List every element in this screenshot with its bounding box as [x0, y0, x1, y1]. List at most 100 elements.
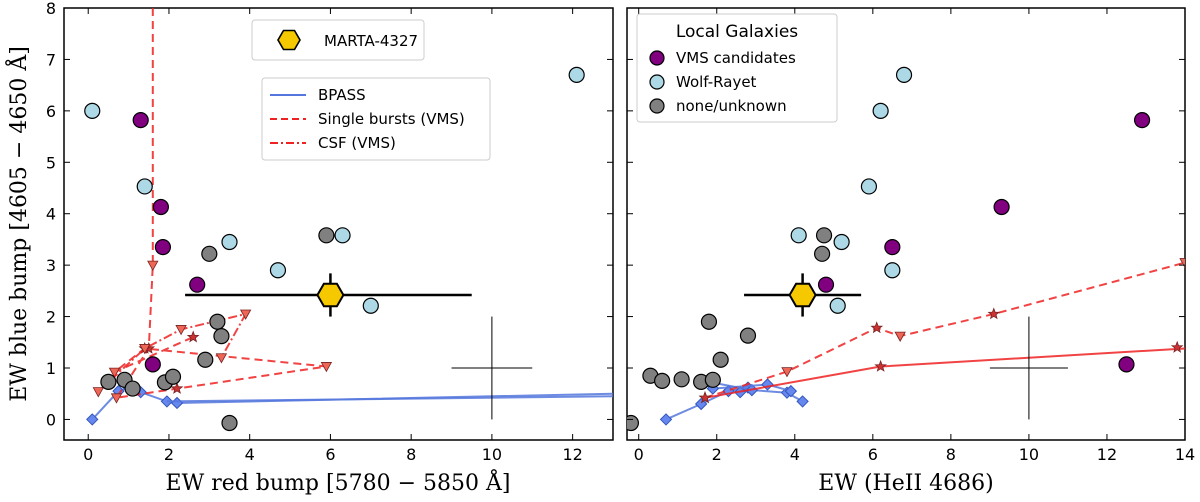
legend-local-galaxies: Local Galaxies VMS candidates Wolf-Rayet…	[636, 13, 838, 123]
single-bursts-marker	[108, 367, 121, 378]
y-tick-label: 3	[46, 256, 56, 275]
data-point	[362, 297, 379, 314]
data-point	[144, 356, 161, 373]
legend-marta: MARTA-4327	[251, 19, 425, 61]
legend-local-title: Local Galaxies	[676, 22, 798, 42]
single-bursts-marker	[894, 331, 906, 342]
data-point	[189, 276, 206, 293]
single-bursts-marker	[110, 393, 123, 404]
data-point	[154, 239, 172, 256]
data-point	[814, 245, 831, 262]
x-tick-label: 2	[712, 445, 722, 464]
left-plot-area	[84, 8, 613, 432]
x-tick-label: 0	[634, 445, 644, 464]
marta-marker	[316, 282, 345, 308]
single-bursts-marker	[987, 307, 1001, 320]
legend-bpass-label: BPASS	[318, 86, 366, 104]
series-wolf-rayet	[84, 66, 585, 314]
y-tick-label: 7	[46, 50, 56, 69]
data-point	[124, 380, 141, 397]
data-point	[673, 371, 690, 388]
y-tick-label: 6	[46, 102, 56, 121]
right-x-axis-label: EW (HeII 4686)	[818, 471, 993, 496]
single-bursts-marker	[186, 330, 200, 343]
data-point	[654, 372, 671, 389]
data-point	[221, 414, 238, 432]
left-plot-frame	[63, 7, 614, 441]
data-point	[334, 227, 351, 244]
y-tick-label: 1	[46, 359, 56, 378]
x-tick-label: 14	[1175, 445, 1195, 464]
data-point	[100, 373, 117, 390]
single-bursts-marker	[147, 260, 159, 271]
csf-marker	[215, 353, 228, 364]
legend-marta-label: MARTA-4327	[324, 32, 418, 50]
series-vms-candidates	[817, 112, 1151, 373]
bpass-marker	[784, 384, 798, 398]
data-point	[197, 351, 214, 368]
data-point	[872, 102, 889, 119]
data-point	[132, 112, 149, 129]
data-point	[221, 233, 238, 251]
legend-marta-marker	[277, 29, 301, 51]
y-axis-label: EW blue bump [4605 − 4650 Å]	[4, 46, 32, 402]
legend-wr-label: Wolf-Rayet	[676, 73, 757, 91]
data-point	[318, 227, 335, 244]
bpass-marker	[796, 395, 809, 408]
x-tick-label: 12	[1097, 445, 1117, 464]
data-point	[152, 198, 169, 216]
data-point	[627, 414, 639, 432]
legend-wr-marker	[649, 74, 665, 90]
legend-csf-label: CSF (VMS)	[318, 134, 396, 152]
y-tick-label: 8	[46, 0, 56, 18]
csf-marker	[175, 325, 187, 336]
data-point	[993, 198, 1010, 216]
left-x-axis-label: EW red bump [5780 − 5850 Å]	[166, 468, 511, 496]
bpass-marker	[659, 413, 673, 426]
legend-single-bursts-label: Single bursts (VMS)	[318, 110, 465, 128]
x-tick-label: 0	[83, 445, 93, 464]
x-tick-label: 12	[562, 445, 582, 464]
data-point	[1118, 356, 1135, 373]
data-point	[201, 245, 218, 262]
data-point	[84, 102, 101, 119]
x-tick-label: 10	[482, 445, 502, 464]
y-tick-label: 5	[46, 153, 56, 172]
legend-none-marker	[649, 98, 665, 114]
right-plot-area	[627, 66, 1185, 432]
bpass-track	[166, 395, 613, 403]
legend-models-box	[261, 77, 491, 161]
data-point	[568, 66, 585, 83]
single-bursts-marker	[320, 362, 333, 373]
right-plot-frame	[626, 7, 1186, 441]
data-point	[833, 233, 850, 251]
single-bursts-marker	[170, 381, 184, 394]
data-point	[829, 297, 846, 314]
bpass-track	[708, 380, 804, 403]
bpass-marker	[170, 396, 184, 410]
data-point	[1133, 112, 1151, 129]
legend-vms-marker	[649, 50, 665, 66]
y-tick-label: 4	[46, 205, 56, 224]
x-tick-label: 6	[868, 445, 878, 464]
data-point	[884, 262, 901, 279]
x-tick-label: 8	[406, 445, 416, 464]
single-bursts-marker	[781, 367, 793, 378]
x-tick-label: 10	[1019, 445, 1039, 464]
series-vms-candidates	[132, 112, 206, 373]
x-tick-label: 6	[325, 445, 335, 464]
data-point	[712, 351, 729, 368]
bpass-marker	[86, 413, 99, 426]
legend-models: BPASS Single bursts (VMS) CSF (VMS)	[261, 77, 491, 161]
y-tick-label: 0	[46, 410, 56, 429]
legend-none-label: none/unknown	[676, 97, 787, 115]
csf-marker	[139, 344, 151, 355]
data-point	[213, 328, 230, 345]
data-point	[817, 276, 835, 293]
csf-track	[704, 347, 1185, 399]
series-wolf-rayet	[790, 66, 913, 314]
series-none-unknown	[627, 227, 833, 432]
marta-4327-point	[185, 273, 472, 317]
data-point	[269, 262, 287, 279]
